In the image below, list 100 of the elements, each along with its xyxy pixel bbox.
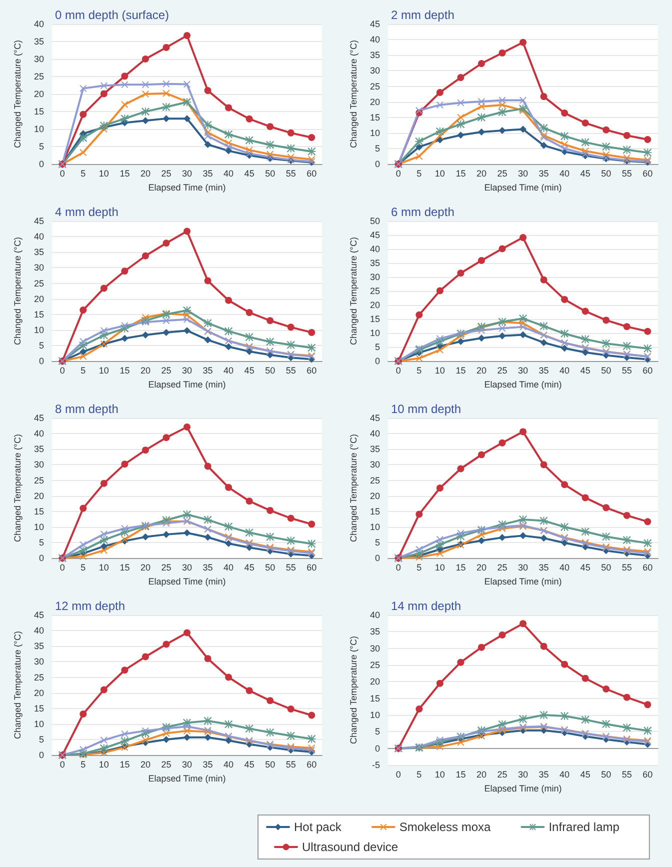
x-tick-label: 30 (518, 168, 528, 179)
x-tick-label: 60 (642, 168, 653, 179)
x-tick-label: 15 (120, 366, 130, 376)
x-tick-label: 35 (538, 168, 549, 179)
y-tick-label: 0 (38, 356, 44, 366)
x-tick-label: 10 (98, 168, 109, 179)
x-tick-label: 50 (601, 562, 612, 573)
y-tick-label: 25 (34, 278, 44, 288)
x-tick-label: 0 (396, 366, 401, 376)
y-tick-label: 35 (34, 247, 44, 258)
y-tick-label: 20 (34, 89, 44, 100)
x-tick-label: 55 (286, 760, 296, 770)
x-tick-label: 10 (434, 168, 445, 179)
x-tick-label: 5 (80, 760, 86, 770)
y-tick-label: 15 (34, 106, 44, 117)
x-tick-label: 5 (80, 366, 86, 376)
x-tick-label: 35 (202, 562, 213, 573)
x-tick-label: 60 (642, 562, 653, 573)
y-axis-title: Changed Temperature (°C) (348, 636, 358, 744)
y-tick-label: 25 (370, 81, 380, 92)
y-tick-label: 45 (370, 230, 380, 240)
x-tick-label: 20 (140, 760, 150, 770)
x-tick-label: 15 (456, 770, 466, 780)
y-tick-label: 45 (34, 610, 44, 620)
x-axis-title: Elapsed Time (min) (148, 576, 226, 586)
y-tick-label: 45 (34, 413, 44, 423)
y-tick-label: 40 (34, 232, 44, 242)
x-axis-title: Elapsed Time (min) (484, 783, 562, 794)
x-tick-label: 40 (560, 770, 570, 780)
y-axis-title: Changed Temperature (°C) (12, 237, 22, 346)
x-axis-title: Elapsed Time (min) (148, 182, 226, 192)
y-tick-label: 10 (34, 124, 44, 134)
x-tick-label: 30 (182, 760, 192, 770)
y-tick-label: 5 (374, 144, 380, 154)
x-tick-label: 50 (601, 168, 612, 179)
x-tick-label: 0 (60, 366, 65, 376)
x-tick-label: 20 (476, 168, 486, 179)
x-tick-label: 30 (182, 562, 192, 573)
y-tick-label: 5 (38, 538, 44, 548)
x-tick-label: 10 (434, 562, 445, 573)
x-axis-title: Elapsed Time (min) (148, 380, 226, 390)
x-tick-label: 10 (98, 760, 109, 770)
y-tick-label: 15 (34, 703, 44, 714)
y-tick-label: 30 (370, 272, 380, 282)
x-tick-label: 10 (434, 770, 445, 780)
y-tick-label: 35 (34, 444, 44, 454)
x-tick-label: 10 (98, 562, 109, 573)
x-tick-label: 20 (140, 366, 150, 376)
x-tick-label: 40 (224, 760, 234, 770)
y-tick-label: 40 (370, 428, 380, 439)
y-tick-label: 10 (370, 128, 380, 138)
x-tick-label: 45 (244, 168, 254, 179)
y-tick-label: 5 (38, 142, 44, 152)
x-tick-label: 15 (456, 562, 466, 573)
x-tick-label: 55 (286, 168, 296, 179)
x-tick-label: 25 (161, 760, 172, 770)
x-tick-label: 20 (140, 562, 150, 573)
x-tick-label: 60 (306, 562, 317, 573)
x-tick-label: 35 (538, 366, 549, 376)
y-tick-label: 25 (34, 72, 44, 82)
x-tick-label: 25 (497, 770, 508, 780)
x-tick-label: 20 (476, 562, 486, 573)
y-tick-label: -5 (372, 760, 380, 770)
y-tick-label: 20 (370, 490, 380, 501)
x-tick-label: 35 (202, 760, 213, 770)
y-tick-label: 10 (34, 324, 44, 335)
y-tick-label: 20 (370, 676, 380, 687)
y-tick-label: 0 (38, 159, 44, 170)
x-tick-label: 55 (622, 168, 632, 179)
x-tick-label: 5 (416, 770, 422, 780)
y-axis-title: Changed Temperature (°C) (348, 434, 358, 542)
chart-title: 8 mm depth (55, 402, 118, 416)
x-tick-label: 5 (80, 562, 86, 573)
x-tick-label: 55 (622, 562, 632, 573)
y-tick-label: 10 (34, 718, 44, 729)
x-tick-label: 50 (265, 366, 276, 376)
x-tick-label: 20 (476, 770, 486, 780)
x-tick-label: 40 (224, 168, 234, 179)
x-tick-label: 40 (560, 168, 570, 179)
x-tick-label: 0 (60, 562, 65, 573)
y-tick-label: 20 (370, 300, 380, 310)
y-tick-label: 15 (370, 506, 380, 516)
x-tick-label: 45 (580, 366, 590, 376)
x-tick-label: 25 (161, 168, 172, 179)
chart-title: 10 mm depth (391, 402, 462, 416)
chart-title: 6 mm depth (391, 205, 454, 219)
x-tick-label: 15 (456, 168, 466, 179)
y-tick-label: 40 (370, 34, 380, 45)
y-tick-label: 30 (370, 643, 380, 654)
legend-label: Hot pack (294, 820, 342, 834)
x-tick-label: 0 (396, 168, 401, 179)
y-tick-label: 35 (370, 50, 380, 60)
x-tick-label: 5 (416, 168, 422, 179)
x-tick-label: 25 (497, 562, 508, 573)
y-tick-label: 0 (374, 159, 380, 170)
x-tick-label: 45 (244, 760, 254, 770)
y-tick-label: 10 (370, 522, 380, 532)
x-tick-label: 60 (306, 168, 317, 179)
y-tick-label: 40 (370, 610, 380, 620)
y-tick-label: 15 (370, 693, 380, 704)
